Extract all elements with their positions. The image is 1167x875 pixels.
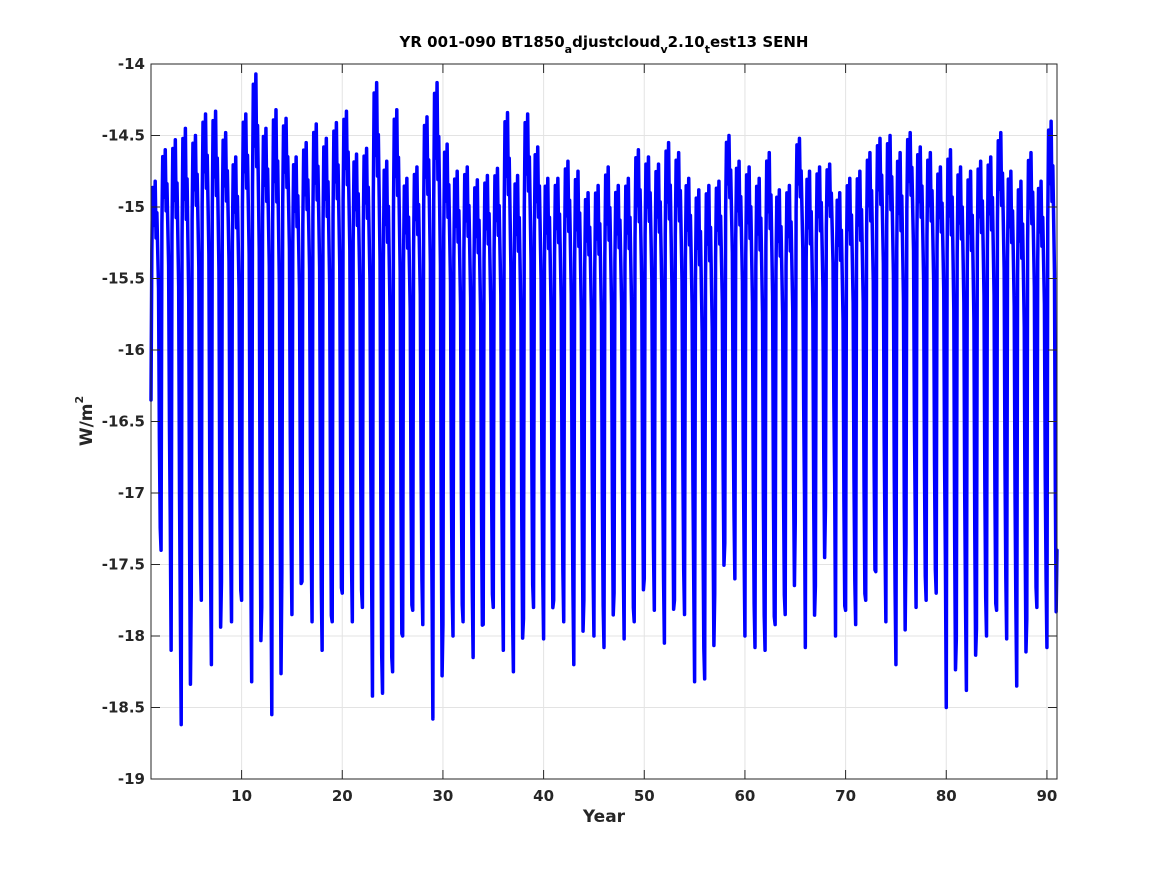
chart-title: YR 001-090 BT1850adjustcloudv2.10test13 … — [399, 33, 809, 56]
x-tick-label: 30 — [432, 787, 453, 805]
y-tick-labels: -19 -18.5 -18 -17.5 -17 -16.5 -16 -15.5 -15 -14.5… — [102, 55, 145, 788]
x-tick-label: 90 — [1036, 787, 1057, 805]
y-tick-label: -16.5 — [102, 413, 145, 431]
x-tick-label: 80 — [936, 787, 957, 805]
tick-marks — [151, 63, 1057, 780]
chart-title-part: djustcloud — [572, 33, 660, 51]
y-tick-label: -17 — [118, 484, 145, 502]
y-axis-label: W/m2 — [73, 396, 97, 446]
chart-title-part: v — [661, 43, 669, 56]
y-tick-label: -14.5 — [102, 127, 145, 145]
y-tick-label: -18.5 — [102, 699, 145, 717]
x-tick-label: 40 — [533, 787, 554, 805]
x-tick-label: 70 — [835, 787, 856, 805]
y-tick-label: -14 — [118, 55, 145, 73]
series-layer — [149, 72, 1059, 727]
chart-title-part: a — [565, 43, 572, 56]
x-tick-label: 50 — [634, 787, 655, 805]
y-tick-label: -18 — [118, 627, 145, 645]
y-tick-label: -16 — [118, 341, 145, 359]
x-tick-labels: 10 20 30 40 50 60 70 80 90 — [231, 787, 1057, 805]
chart-title-part: YR 001-090 BT1850 — [399, 33, 565, 51]
y-tick-label: -17.5 — [102, 556, 145, 574]
plot-area — [149, 63, 1059, 780]
y-tick-label: -15 — [118, 198, 145, 216]
chart-title-part: t — [705, 43, 710, 56]
y-axis-label-base: W/m — [77, 403, 97, 446]
y-tick-label: -15.5 — [102, 270, 145, 288]
y-axis-label-superscript: 2 — [73, 396, 86, 404]
x-tick-label: 10 — [231, 787, 252, 805]
x-axis-label: Year — [582, 807, 626, 827]
x-tick-label: 60 — [734, 787, 755, 805]
y-tick-label: -19 — [118, 770, 145, 788]
x-tick-label: 20 — [332, 787, 353, 805]
chart-title-part: 2.10 — [668, 33, 705, 51]
series-line — [149, 72, 1059, 727]
chart-title-part: est13 SENH — [710, 33, 809, 51]
